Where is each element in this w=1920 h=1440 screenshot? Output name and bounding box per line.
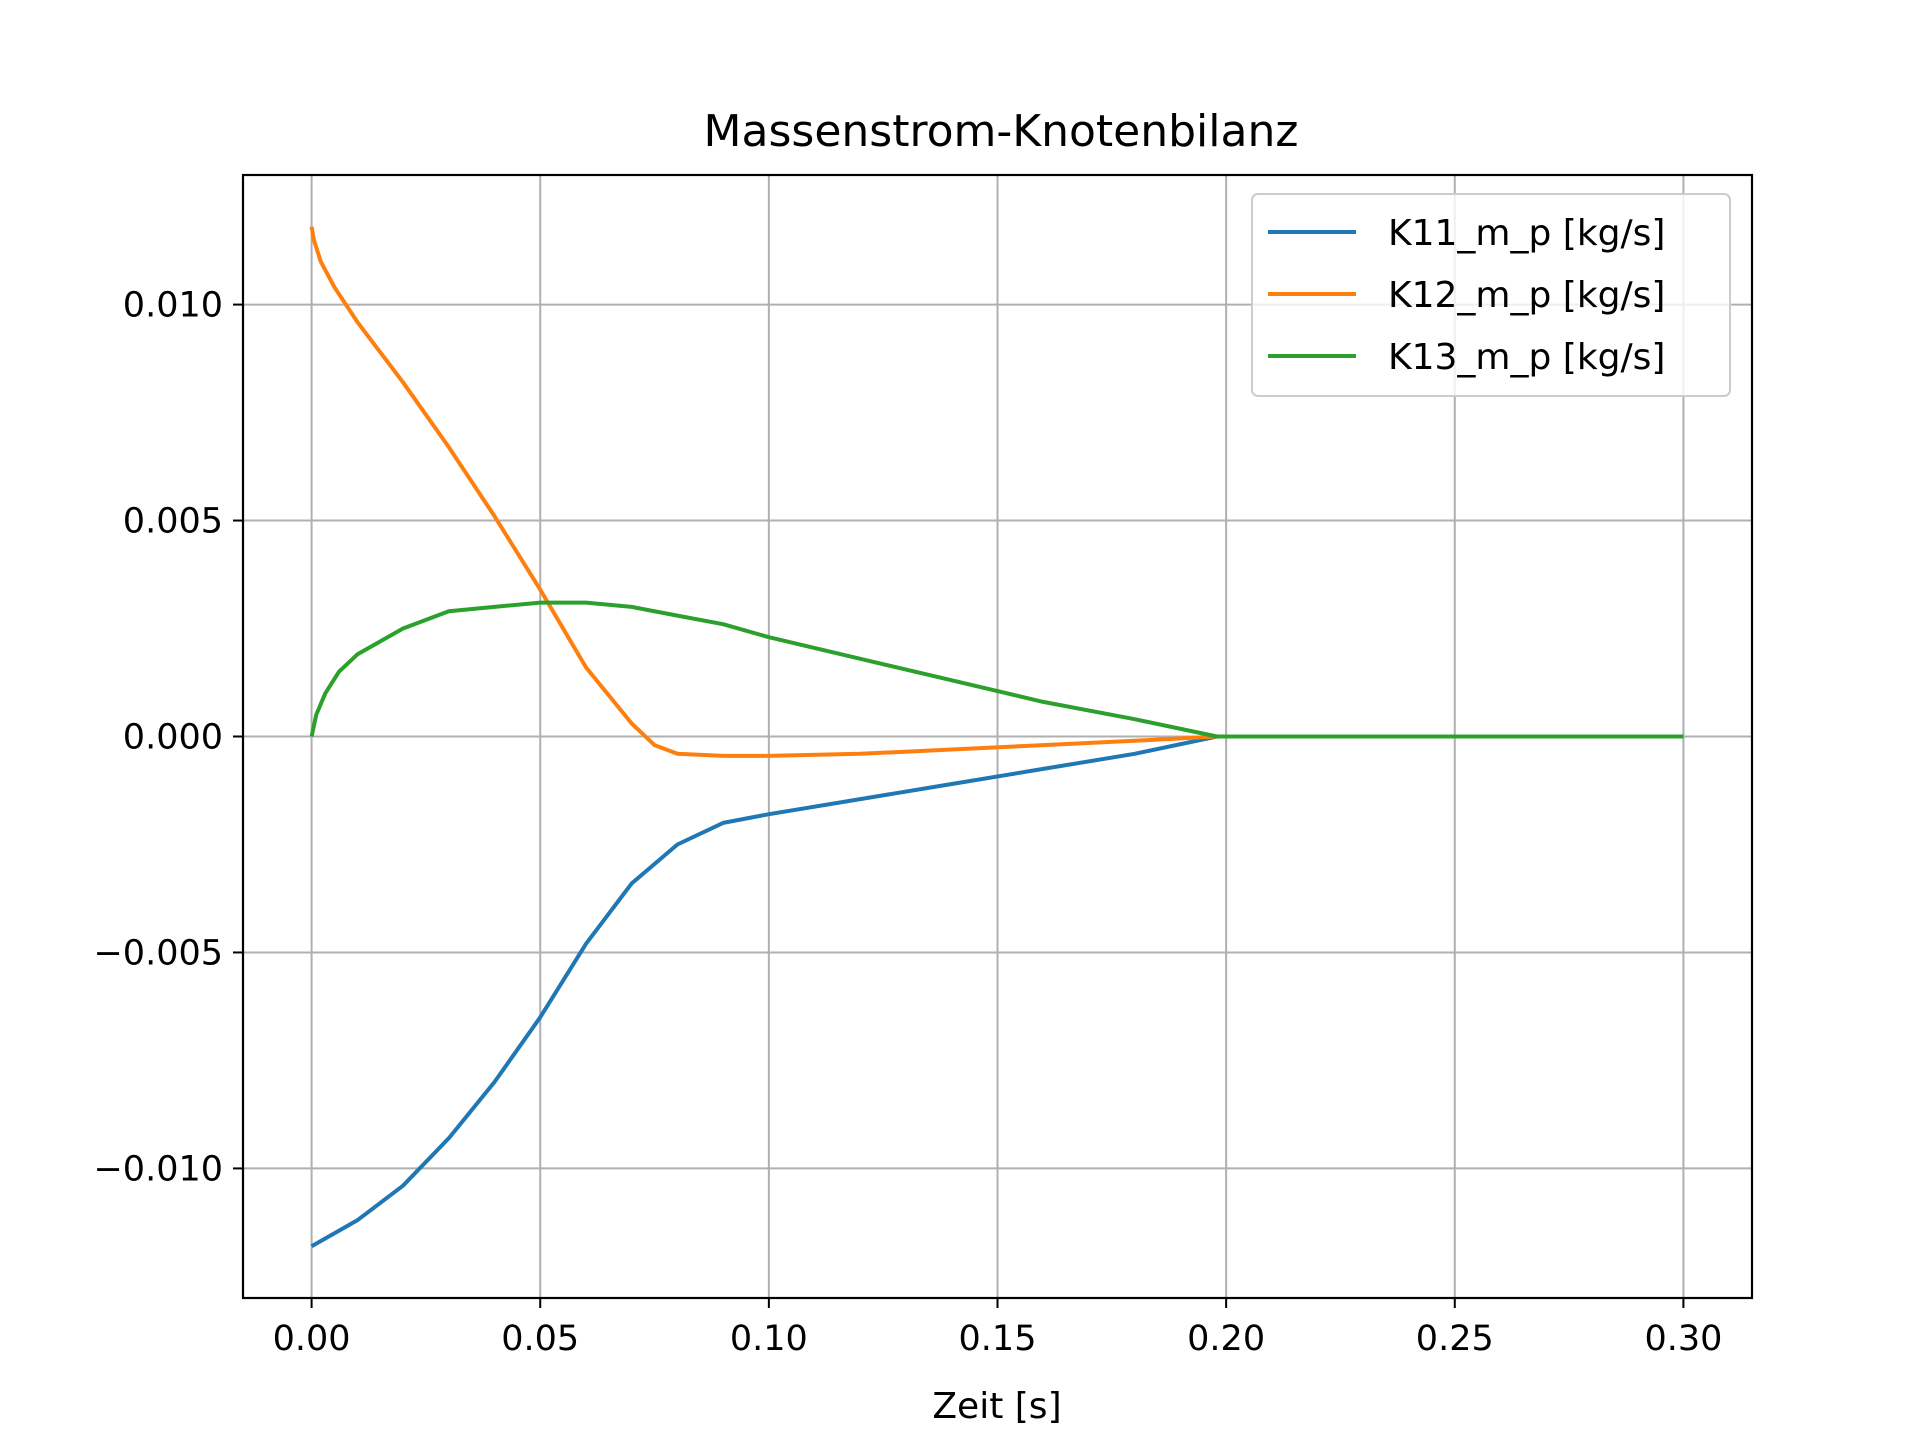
x-axis-label: Zeit [s]	[932, 1386, 1061, 1427]
x-tick-label: 0.10	[730, 1319, 808, 1359]
y-tick-label: 0.000	[123, 718, 223, 758]
y-tick-label: −0.010	[93, 1149, 223, 1189]
y-tick-label: 0.010	[123, 286, 223, 326]
x-tick-label: 0.20	[1187, 1319, 1265, 1359]
x-tick-label: 0.00	[273, 1319, 351, 1359]
legend-box	[1251, 193, 1731, 397]
x-tick-label: 0.15	[959, 1319, 1037, 1359]
series-group	[309, 226, 1684, 1248]
series-line-1	[310, 734, 1684, 1248]
legend: K11_m_p [kg/s] K12_m_p [kg/s] K13_m_p [kg/…	[1251, 193, 1731, 397]
legend-label-3: K13_m_p [kg/s]	[1388, 337, 1665, 378]
y-tick-label: −0.005	[93, 933, 223, 973]
axis-ticks: 0.00 0.05 0.10 0.15 0.20 0.25 0.30 −0.010 −0.005…	[93, 286, 1722, 1359]
series-line-3	[309, 600, 1684, 739]
chart-title: Massenstrom-Knotenbilanz	[704, 106, 1299, 157]
y-tick-label: 0.005	[123, 502, 223, 542]
x-tick-label: 0.30	[1644, 1319, 1722, 1359]
legend-label-1: K11_m_p [kg/s]	[1388, 213, 1665, 254]
series-line-2	[309, 226, 1684, 758]
x-tick-label: 0.05	[501, 1319, 579, 1359]
x-tick-label: 0.25	[1416, 1319, 1494, 1359]
legend-label-2: K12_m_p [kg/s]	[1388, 275, 1665, 316]
